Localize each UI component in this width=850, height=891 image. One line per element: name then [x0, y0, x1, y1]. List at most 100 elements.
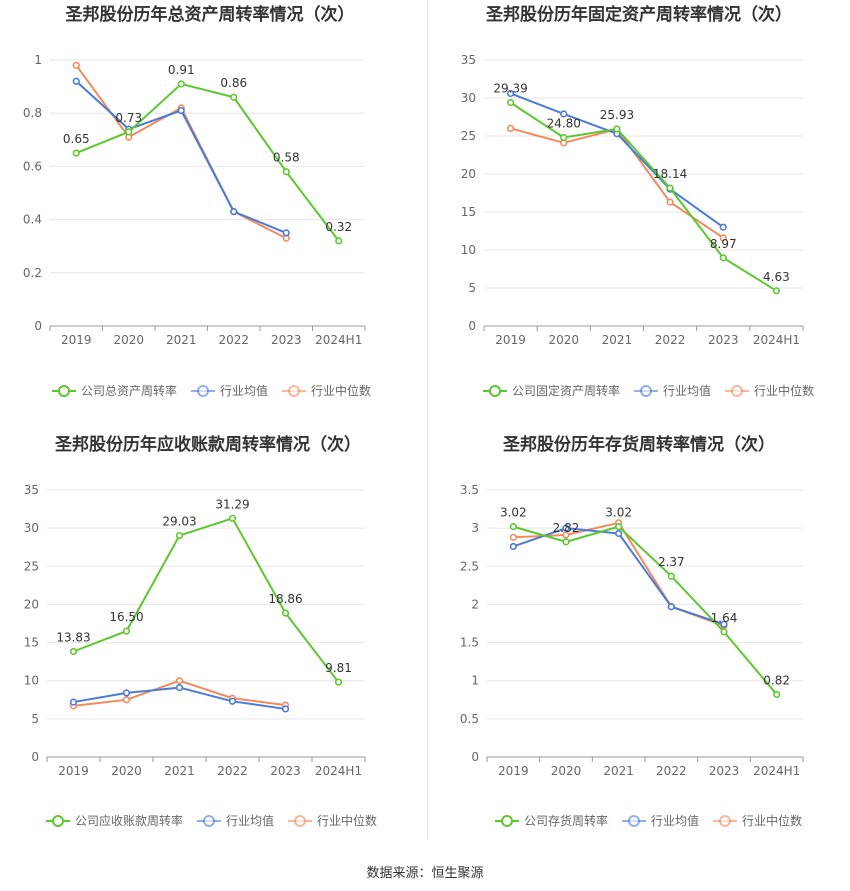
data-point — [509, 523, 517, 531]
data-point — [506, 89, 515, 98]
y-tick-label: 20 — [461, 167, 476, 181]
legend-marker — [719, 815, 731, 827]
legend-item: 行业中位数 — [282, 383, 371, 398]
receivables-turnover-chart: 圣邦股份历年应收账款周转率情况（次） 0 5 10 15 20 25 30 35 2019 2020… — [24, 434, 377, 828]
series-line — [513, 525, 778, 696]
data-point — [667, 603, 675, 611]
data-point — [666, 184, 674, 192]
legend-label: 行业均值 — [226, 813, 274, 828]
y-tick-label: 1.5 — [460, 636, 479, 650]
y-tick-label: 35 — [24, 483, 39, 497]
x-tick-label: 2022 — [217, 764, 248, 778]
data-label: 18.14 — [653, 167, 687, 181]
series-line — [510, 101, 777, 292]
data-label: 8.97 — [710, 237, 737, 251]
legend-label: 公司固定资产周转率 — [512, 383, 620, 398]
legend-marker — [58, 385, 70, 397]
data-label: 25.93 — [600, 108, 634, 122]
data-label: 4.63 — [763, 270, 790, 284]
x-tick-label: 2020 — [113, 333, 144, 347]
legend-marker — [197, 385, 209, 397]
data-point — [281, 609, 290, 617]
data-point — [560, 110, 568, 118]
data-point — [72, 77, 80, 85]
data-point — [69, 647, 78, 656]
series-line — [513, 521, 725, 627]
data-point — [506, 124, 515, 132]
x-tick-label: 2019 — [495, 333, 526, 347]
data-point — [509, 542, 517, 551]
panel-divider — [427, 0, 428, 840]
legend-item: 行业中位数 — [725, 383, 814, 398]
chart-title: 圣邦股份历年总资产周转率情况（次） — [66, 4, 355, 25]
y-tick-label: 0.5 — [460, 712, 479, 726]
legend-marker — [640, 385, 652, 397]
data-label: 18.86 — [268, 592, 302, 606]
legend-label: 行业均值 — [220, 383, 268, 398]
data-point — [177, 80, 185, 88]
y-tick-label: 5 — [468, 281, 476, 295]
data-point — [228, 697, 237, 705]
legend-item: 行业均值 — [191, 383, 268, 398]
data-label: 3.02 — [500, 506, 527, 520]
x-tick-label: 2024H1 — [315, 764, 362, 778]
data-label: 0.86 — [220, 76, 247, 90]
x-tick-label: 2019 — [61, 333, 92, 347]
data-point — [230, 208, 238, 216]
y-tick-label: 20 — [24, 597, 39, 611]
y-tick-label: 3.5 — [460, 483, 479, 497]
data-source-note: 数据来源：恒生聚源 — [366, 866, 484, 881]
x-tick-label: 2021 — [166, 333, 197, 347]
x-tick-label: 2021 — [603, 764, 634, 778]
legend-marker — [489, 385, 501, 397]
legend-item: 公司固定资产周转率 — [483, 383, 620, 398]
data-point — [560, 133, 568, 142]
y-tick-label: 2 — [471, 597, 479, 611]
data-point — [562, 524, 570, 532]
legend-label: 公司存货周转率 — [524, 813, 608, 828]
y-tick-label: 30 — [461, 91, 476, 105]
y-tick-label: 15 — [24, 636, 39, 650]
data-point — [719, 234, 727, 242]
data-label: 9.81 — [325, 661, 352, 675]
legend-item: 公司存货周转率 — [495, 813, 608, 828]
x-tick-label: 2023 — [708, 333, 739, 347]
data-point — [281, 705, 290, 713]
series-line — [75, 82, 340, 242]
y-tick-label: 0 — [34, 319, 42, 333]
legend-marker — [501, 815, 513, 827]
legend-marker — [288, 385, 300, 397]
data-point — [772, 287, 781, 295]
data-label: 29.03 — [162, 515, 196, 529]
x-tick-label: 2020 — [111, 764, 142, 778]
legend-item: 行业均值 — [634, 383, 711, 398]
y-tick-label: 2.5 — [460, 559, 479, 573]
y-tick-label: 15 — [461, 205, 476, 219]
data-point — [125, 128, 133, 136]
y-tick-label: 0 — [468, 319, 476, 333]
data-label: 0.32 — [325, 220, 352, 234]
chart-title: 圣邦股份历年固定资产周转率情况（次） — [486, 4, 792, 25]
x-tick-label: 2024H1 — [753, 333, 800, 347]
data-label: 0.65 — [63, 132, 90, 146]
series-line — [73, 517, 340, 683]
x-tick-label: 2019 — [58, 764, 89, 778]
data-point — [613, 125, 621, 133]
x-tick-label: 2023 — [709, 764, 740, 778]
y-tick-label: 0 — [471, 750, 479, 764]
data-point — [282, 168, 290, 176]
x-tick-label: 2022 — [218, 333, 249, 347]
data-point — [773, 690, 781, 699]
series-line — [513, 527, 725, 626]
legend-item: 行业中位数 — [713, 813, 802, 828]
y-tick-label: 0.8 — [23, 106, 42, 120]
x-tick-label: 2023 — [271, 333, 302, 347]
legend-marker — [294, 815, 306, 827]
series-line — [510, 127, 724, 239]
x-tick-label: 2022 — [656, 764, 687, 778]
total-asset-turnover-chart: 圣邦股份历年总资产周转率情况（次） 0 0.2 0.4 0.6 0.8 1 2019 2020 2… — [23, 4, 371, 398]
y-tick-label: 35 — [461, 53, 476, 67]
data-point — [228, 514, 237, 522]
x-tick-label: 2024H1 — [315, 333, 362, 347]
legend-label: 行业均值 — [663, 383, 711, 398]
